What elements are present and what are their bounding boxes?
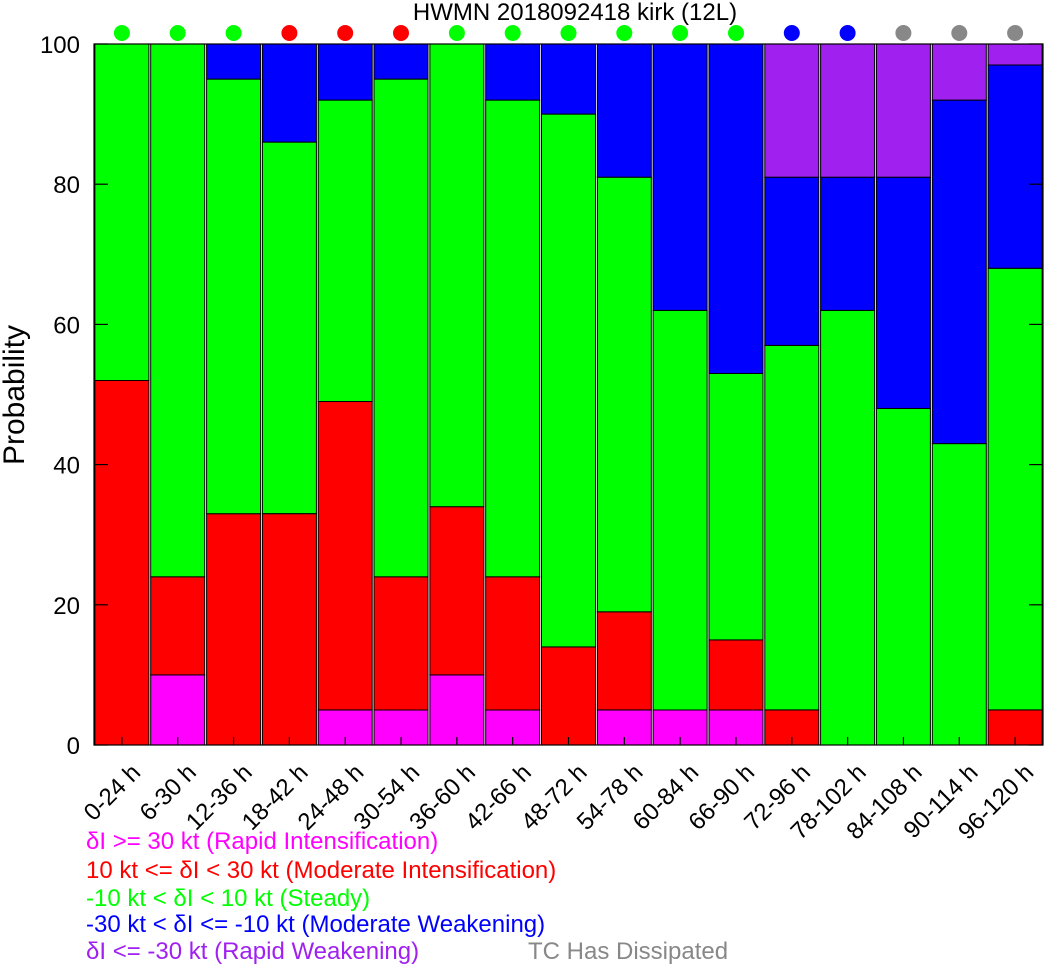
indicator-dot-8 <box>560 25 577 41</box>
bar-segment-8-3 <box>541 43 596 115</box>
indicator-dot-4 <box>337 25 354 41</box>
y-tick-label-0: 0 <box>67 733 80 760</box>
bar-segment-11-3 <box>708 43 764 374</box>
bar-segment-14-2 <box>875 408 931 746</box>
bar-segment-15-2 <box>931 443 987 746</box>
bar-segment-4-3 <box>317 43 373 101</box>
x-tick-label-0: 0-24 h <box>79 759 146 826</box>
y-tick-label-layer: 0 20 40 60 80 100 <box>40 32 80 760</box>
y-tick-label-2: 40 <box>53 453 80 480</box>
bar-segment-15-4 <box>931 43 987 101</box>
y-tick-label-4: 80 <box>53 172 80 199</box>
bar-segment-4-2 <box>317 99 373 402</box>
bar-segment-0-1 <box>94 380 150 746</box>
bar-segment-16-3 <box>987 64 1043 269</box>
indicator-dot-12 <box>783 25 800 41</box>
bar-segment-2-3 <box>206 43 262 80</box>
bar-segment-3-3 <box>261 43 317 143</box>
bar-segment-6-1 <box>429 506 485 676</box>
bar-segment-12-3 <box>764 176 820 346</box>
indicator-dot-1 <box>169 25 186 41</box>
bar-segment-14-4 <box>875 43 931 178</box>
bar-segment-14-3 <box>875 176 931 409</box>
indicator-dot-0 <box>113 25 130 41</box>
legend-item-steady: -10 kt < δI < 10 kt (Steady) <box>86 885 371 912</box>
bar-segment-3-1 <box>261 513 317 746</box>
bar-segment-5-3 <box>373 43 429 80</box>
y-tick-label-3: 60 <box>53 312 80 339</box>
bar-segment-11-2 <box>708 373 764 641</box>
indicator-dot-2 <box>225 25 242 41</box>
bar-segment-16-2 <box>987 267 1043 711</box>
legend-item-moderate-weakening: -30 kt < δI <= -10 kt (Moderate Weakenin… <box>86 911 546 938</box>
bar-segment-8-1 <box>541 646 596 746</box>
bar-segment-13-4 <box>820 43 876 178</box>
bar-segment-13-2 <box>820 309 876 746</box>
indicator-dot-10 <box>672 25 689 41</box>
bar-segment-6-2 <box>429 43 485 508</box>
indicator-dot-layer <box>113 25 1024 41</box>
legend-item-rapid-weakening: δI <= -30 kt (Rapid Weakening) <box>86 938 420 965</box>
y-tick-label-5: 100 <box>40 32 80 59</box>
y-tick-label-1: 20 <box>53 593 80 620</box>
bar-segment-7-1 <box>485 576 541 711</box>
bar-segment-5-2 <box>373 78 429 578</box>
bar-segment-13-3 <box>820 176 876 311</box>
bar-segment-1-1 <box>150 576 206 676</box>
bar-layer <box>94 43 1043 746</box>
indicator-dot-13 <box>839 25 856 41</box>
bar-segment-12-4 <box>764 43 820 178</box>
y-axis-label: Probability <box>0 325 31 465</box>
bar-segment-0-2 <box>94 43 150 381</box>
chart-title: HWMN 2018092418 kirk (12L) <box>413 0 737 26</box>
indicator-dot-5 <box>393 25 409 41</box>
bar-segment-2-1 <box>206 513 262 746</box>
bar-segment-2-2 <box>206 78 262 515</box>
bar-segment-6-0 <box>429 674 485 746</box>
indicator-dot-11 <box>728 25 744 41</box>
bar-segment-3-2 <box>261 141 317 515</box>
indicator-dot-15 <box>951 25 968 41</box>
bar-segment-12-2 <box>764 344 820 711</box>
bar-segment-4-1 <box>317 401 373 711</box>
bar-segment-10-3 <box>652 43 708 311</box>
bar-segment-9-3 <box>596 43 652 178</box>
legend-item-moderate-intensification: 10 kt <= δI < 30 kt (Moderate Intensific… <box>86 857 557 884</box>
bar-segment-16-4 <box>987 43 1043 66</box>
indicator-dot-3 <box>281 25 298 41</box>
indicator-dot-9 <box>616 25 633 41</box>
bar-segment-5-1 <box>373 576 429 711</box>
bar-segment-10-2 <box>652 309 708 711</box>
indicator-dot-6 <box>448 25 465 41</box>
bar-segment-9-2 <box>596 176 652 613</box>
indicator-dot-14 <box>895 25 912 41</box>
bar-segment-8-2 <box>541 113 596 648</box>
bar-segment-11-1 <box>708 639 764 711</box>
bar-segment-7-3 <box>485 43 541 101</box>
axes-layer <box>93 43 1044 746</box>
bar-segment-1-2 <box>150 43 206 578</box>
indicator-dot-7 <box>504 25 521 41</box>
legend-item-dissipated: TC Has Dissipated <box>528 938 729 965</box>
bar-segment-15-3 <box>931 99 987 445</box>
indicator-dot-16 <box>1007 25 1024 41</box>
legend-item-rapid-intensification: δI >= 30 kt (Rapid Intensification) <box>86 828 439 855</box>
bar-segment-7-2 <box>485 99 541 578</box>
bar-segment-9-1 <box>596 611 652 711</box>
bar-segment-1-0 <box>150 674 206 746</box>
